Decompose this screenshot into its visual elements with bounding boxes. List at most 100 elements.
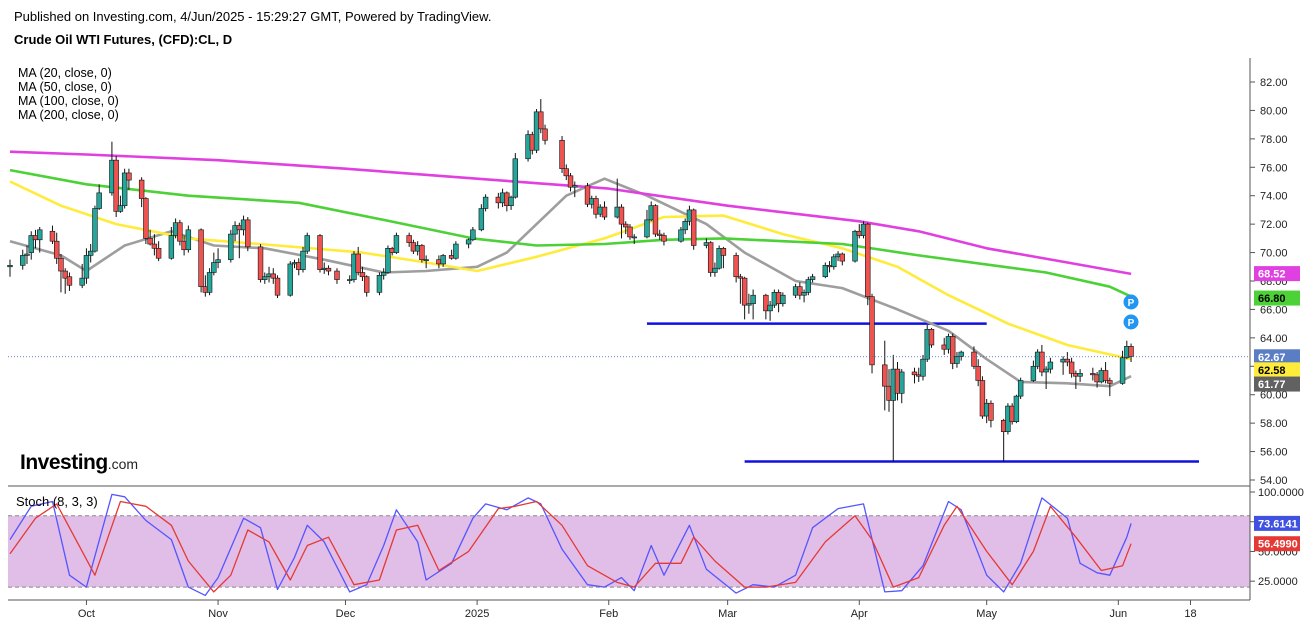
- candle-body: [185, 229, 192, 251]
- candle-body: [797, 286, 803, 296]
- price-badge-bg: [1254, 362, 1300, 378]
- stoch-line-d: [9, 500, 1132, 593]
- candle-body: [385, 248, 391, 273]
- price-tick-label: 56.00: [1260, 447, 1288, 459]
- candle-body: [572, 185, 578, 188]
- candle-body: [899, 371, 905, 394]
- candle-body: [839, 253, 846, 262]
- candle-body: [198, 229, 204, 287]
- candle-body: [262, 276, 268, 280]
- candle-body: [852, 230, 858, 262]
- candle-body: [1077, 373, 1083, 377]
- candle-body: [822, 265, 829, 278]
- candle-body: [1119, 357, 1126, 384]
- x-tick-label: Apr: [851, 608, 868, 620]
- candle-body: [584, 185, 591, 205]
- price-tick-label: 78.00: [1260, 134, 1288, 146]
- p-marker-icon[interactable]: [1123, 314, 1139, 330]
- candle-body: [801, 292, 807, 296]
- x-tick-label: Nov: [208, 608, 228, 620]
- candle-body: [508, 196, 514, 206]
- candle-body: [206, 272, 213, 293]
- price-tick-label: 82.00: [1260, 77, 1288, 89]
- candle-body: [28, 235, 34, 253]
- candle-body: [979, 380, 986, 417]
- candle-body: [274, 277, 281, 296]
- stoch-band: [8, 515, 1250, 588]
- price-tick-label: 70.00: [1260, 248, 1288, 260]
- x-tick-label: Oct: [78, 608, 95, 620]
- candle-body: [865, 223, 871, 297]
- candle-body: [750, 294, 756, 305]
- candle-body: [690, 209, 697, 246]
- candle-body: [143, 198, 149, 239]
- candle-body: [737, 276, 744, 279]
- price-badge: 68.52: [1258, 269, 1286, 281]
- candle-body: [805, 279, 812, 293]
- candle-body: [733, 255, 739, 278]
- logo-wordmark: Investing: [20, 451, 108, 474]
- candle-body: [334, 270, 340, 280]
- candle-body: [746, 303, 752, 306]
- candle-body: [707, 242, 714, 273]
- price-tick-label: 76.00: [1260, 162, 1288, 174]
- candle-body: [1102, 370, 1109, 381]
- legend-ma20: MA (20, close, 0): [18, 66, 112, 80]
- candle-body: [363, 276, 370, 293]
- candle-body: [563, 168, 569, 177]
- candle-body: [270, 273, 276, 279]
- candle-body: [682, 221, 688, 231]
- candle-body: [66, 276, 73, 286]
- candle-body: [988, 402, 994, 421]
- candle-body: [24, 253, 30, 256]
- candle-body: [37, 229, 43, 241]
- candle-body: [869, 296, 875, 366]
- candle-body: [911, 371, 918, 376]
- candle-body: [478, 208, 485, 231]
- p-marker-icon[interactable]: [1123, 294, 1139, 310]
- price-tick-label: 60.00: [1260, 390, 1288, 402]
- x-tick-label: May: [976, 608, 997, 620]
- candle-body: [1128, 346, 1134, 357]
- stoch-badge-bg: [1254, 536, 1300, 552]
- logo-suffix: .com: [107, 456, 139, 472]
- candle-body: [882, 364, 888, 387]
- candle-body: [177, 222, 183, 242]
- candle-body: [62, 270, 68, 279]
- candle-body: [954, 356, 960, 364]
- candle-body: [228, 233, 234, 260]
- candle-body: [975, 365, 981, 381]
- price-tick-label: 54.00: [1260, 475, 1288, 487]
- candle-body: [482, 196, 489, 209]
- x-tick-label: Jun: [1109, 608, 1127, 620]
- published-note: Published on Investing.com, 4/Jun/2025 -…: [14, 9, 492, 24]
- candle-body: [453, 243, 459, 259]
- candle-body: [96, 192, 102, 209]
- candle-body: [470, 229, 476, 241]
- candle-body: [423, 259, 429, 261]
- candle-body: [716, 248, 722, 269]
- candle-body: [567, 175, 574, 188]
- candle-body: [644, 219, 650, 238]
- candle-body: [440, 255, 446, 265]
- candle-body: [920, 358, 926, 377]
- candle-body: [652, 205, 659, 235]
- candle-body: [215, 259, 221, 263]
- candle-body: [678, 229, 684, 242]
- candle-body: [542, 128, 548, 141]
- legend-ma50: MA (50, close, 0): [18, 80, 112, 94]
- candle-body: [376, 275, 383, 293]
- candle-body: [1064, 358, 1071, 363]
- candle-body: [950, 336, 956, 364]
- candle-body: [245, 219, 251, 248]
- legend-ma200: MA (200, close, 0): [18, 108, 119, 122]
- candle-body: [49, 230, 56, 242]
- stoch-line-k: [9, 493, 1132, 597]
- x-tick-label: Dec: [336, 608, 356, 620]
- candle-body: [359, 272, 366, 278]
- candle-body: [58, 257, 64, 272]
- stoch-tick-label: 25.0000: [1258, 576, 1298, 588]
- candle-body: [393, 235, 400, 253]
- candle-body: [87, 250, 94, 256]
- candle-body: [627, 226, 633, 238]
